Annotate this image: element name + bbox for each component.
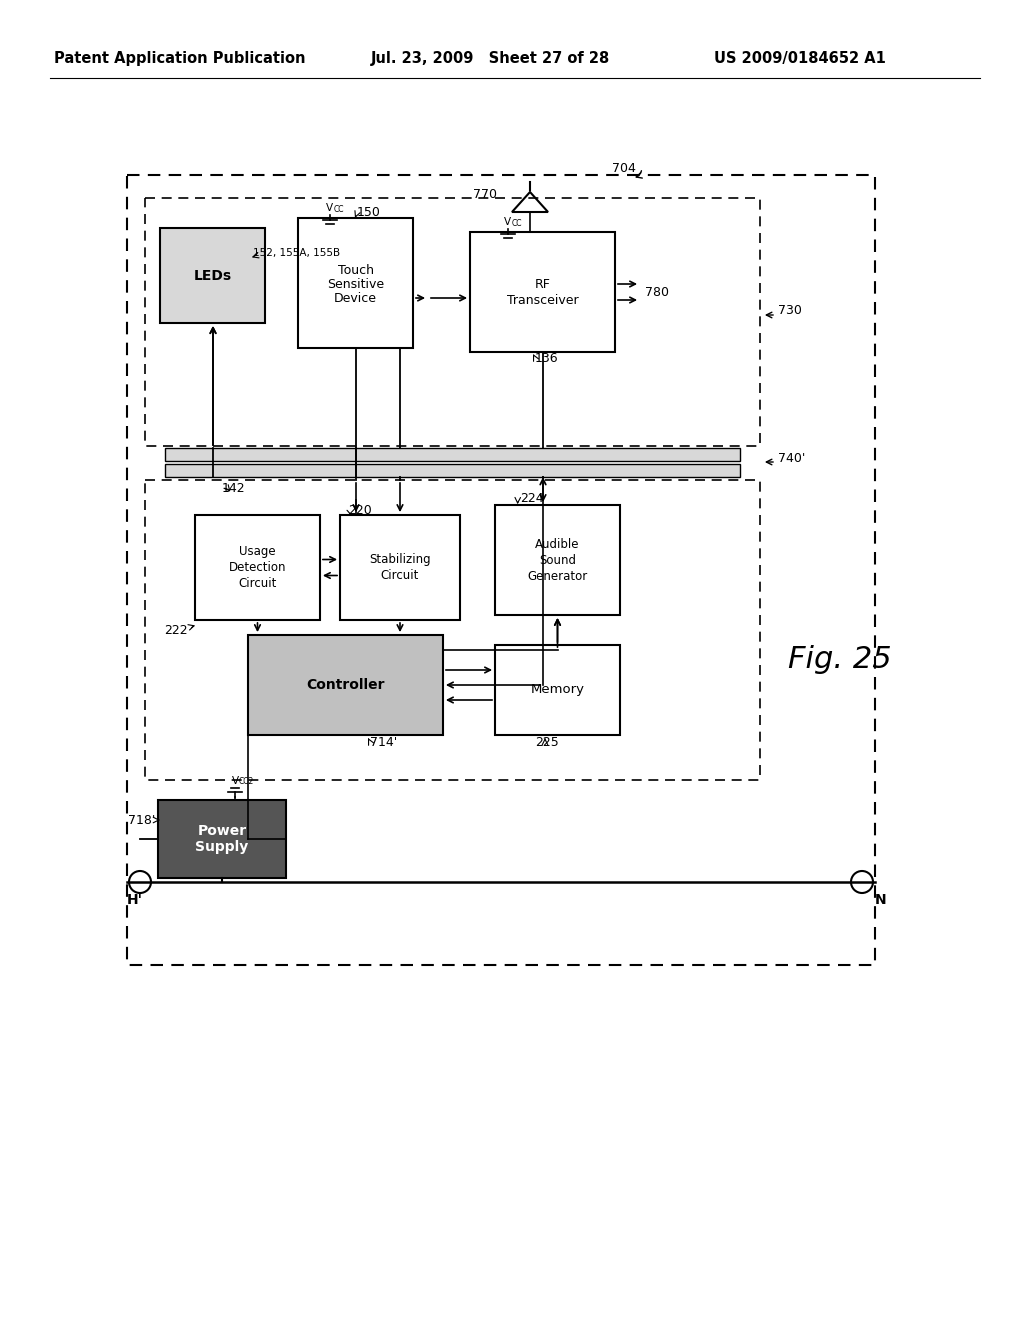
Bar [340,515,460,620]
Bar [158,800,286,878]
Text: Sensitive: Sensitive [327,277,384,290]
Text: CC: CC [512,219,522,227]
Text: 152, 155A, 155B: 152, 155A, 155B [253,248,340,257]
Text: Touch: Touch [338,264,374,276]
Text: Audible: Audible [536,537,580,550]
Text: V: V [326,203,333,213]
Text: 730: 730 [778,304,802,317]
Bar [145,480,760,780]
Text: 136: 136 [535,351,559,364]
Text: RF: RF [535,277,551,290]
Bar [127,176,874,965]
Text: 740': 740' [778,451,805,465]
Text: Memory: Memory [530,684,585,697]
Bar [145,198,760,446]
Text: H': H' [127,894,143,907]
Bar [165,465,740,477]
Text: Supply: Supply [196,840,249,854]
Text: 714': 714' [370,735,397,748]
Text: Circuit: Circuit [239,577,276,590]
Text: 142: 142 [222,482,246,495]
Text: 704: 704 [612,161,636,174]
Bar [160,228,265,323]
Text: 718': 718' [128,813,155,826]
Bar [248,635,443,735]
Text: 224: 224 [520,491,544,504]
Bar [470,232,615,352]
Text: CC2: CC2 [239,777,254,787]
Text: Stabilizing: Stabilizing [370,553,431,566]
Text: 225: 225 [535,735,559,748]
Text: 220: 220 [348,503,372,516]
Text: V: V [504,216,511,227]
Bar [165,447,740,461]
Text: 770: 770 [473,187,497,201]
Bar [495,506,620,615]
Bar [298,218,413,348]
Text: 150: 150 [357,206,381,219]
Text: 222: 222 [165,623,188,636]
Text: Sound: Sound [539,553,575,566]
Text: Controller: Controller [306,678,385,692]
Text: Device: Device [334,292,377,305]
Text: N: N [874,894,887,907]
Text: CC: CC [334,205,344,214]
Text: LEDs: LEDs [194,268,231,282]
Text: Power: Power [198,824,247,838]
Bar [195,515,319,620]
Text: 780: 780 [645,285,669,298]
Text: US 2009/0184652 A1: US 2009/0184652 A1 [714,50,886,66]
Text: Patent Application Publication: Patent Application Publication [54,50,306,66]
Text: Detection: Detection [228,561,287,574]
Text: Transceiver: Transceiver [507,293,579,306]
Text: Circuit: Circuit [381,569,419,582]
Bar [495,645,620,735]
Text: Generator: Generator [527,569,588,582]
Text: Usage: Usage [240,545,275,558]
Text: Jul. 23, 2009   Sheet 27 of 28: Jul. 23, 2009 Sheet 27 of 28 [371,50,609,66]
Text: V: V [231,776,239,785]
Text: Fig. 25: Fig. 25 [788,645,892,675]
